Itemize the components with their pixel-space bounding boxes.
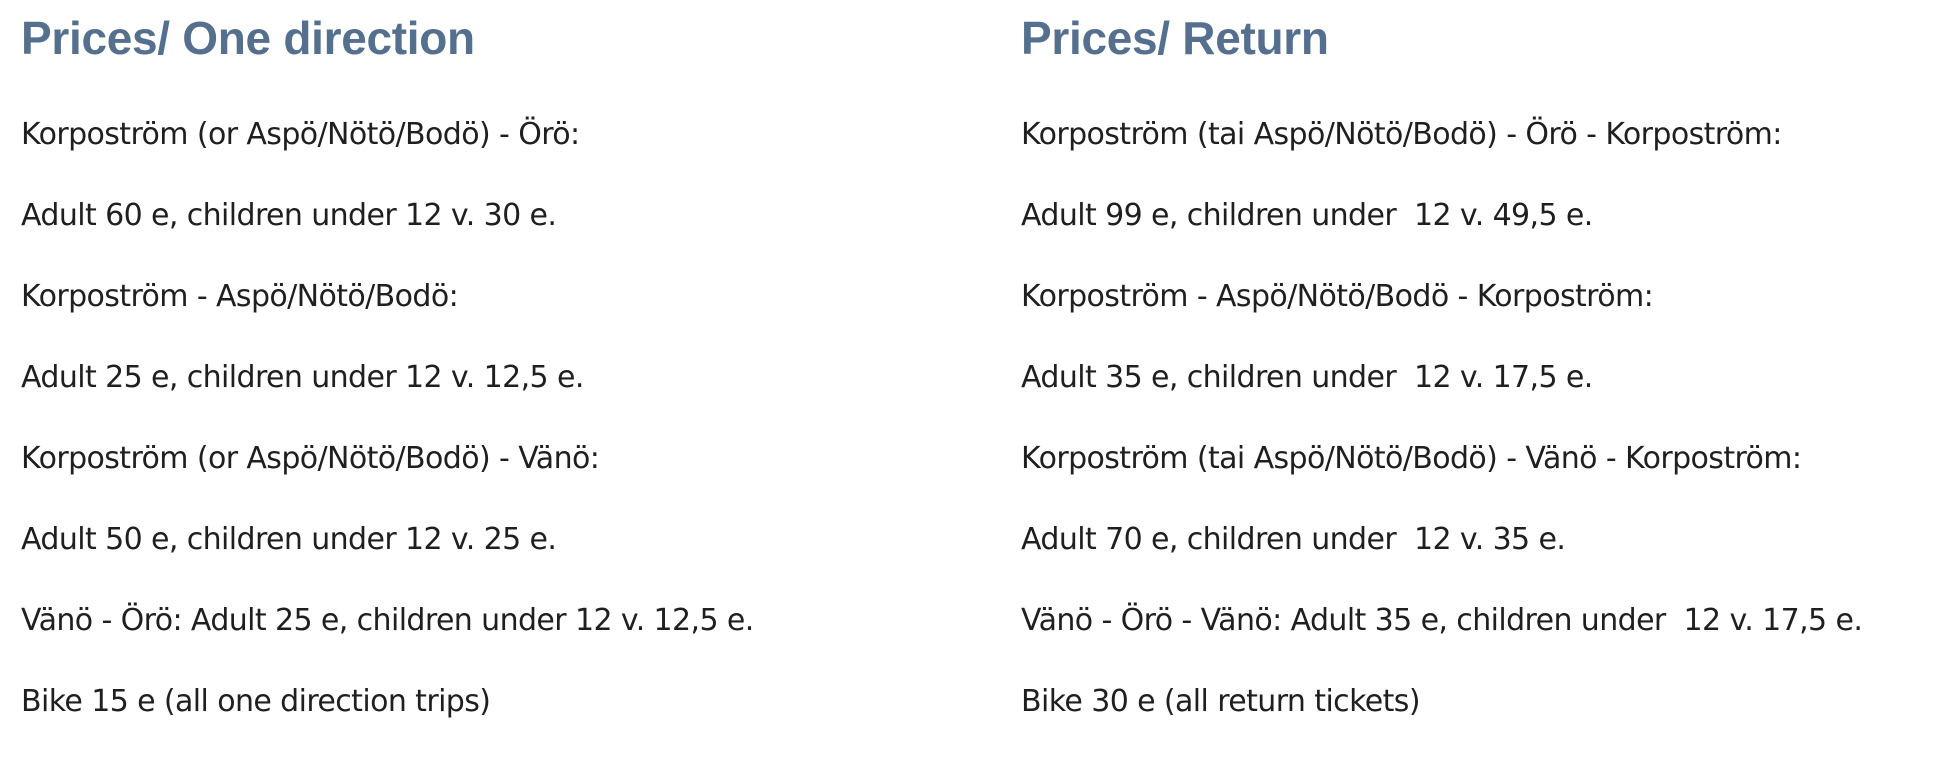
price-korpostrom-oro-return: Adult 99 e, children under 12 v. 49,5 e. [1021, 198, 1593, 233]
price-korpostrom-oro: Adult 60 e, children under 12 v. 30 e. [21, 198, 557, 233]
route-korpostrom-oro-return: Korpoström (tai Aspö/Nötö/Bodö) - Örö - … [1021, 117, 1782, 152]
route-price-vano-oro: Vänö - Örö: Adult 25 e, children under 1… [21, 603, 754, 638]
route-korpostrom-aspo-return: Korpoström - Aspö/Nötö/Bodö - Korpoström… [1021, 279, 1654, 314]
bike-price-return: Bike 30 e (all return tickets) [1021, 684, 1421, 719]
price-korpostrom-aspo-return: Adult 35 e, children under 12 v. 17,5 e. [1021, 360, 1593, 395]
route-korpostrom-vano: Korpoström (or Aspö/Nötö/Bodö) - Vänö: [21, 441, 600, 476]
price-korpostrom-vano: Adult 50 e, children under 12 v. 25 e. [21, 522, 557, 557]
price-korpostrom-aspo: Adult 25 e, children under 12 v. 12,5 e. [21, 360, 584, 395]
route-korpostrom-oro: Korpoström (or Aspö/Nötö/Bodö) - Örö: [21, 117, 580, 152]
route-korpostrom-aspo: Korpoström - Aspö/Nötö/Bodö: [21, 279, 459, 314]
route-price-vano-oro-return: Vänö - Örö - Vänö: Adult 35 e, children … [1021, 603, 1863, 638]
bike-price-one-direction: Bike 15 e (all one direction trips) [21, 684, 491, 719]
route-korpostrom-vano-return: Korpoström (tai Aspö/Nötö/Bodö) - Vänö -… [1021, 441, 1802, 476]
return-heading: Prices/ Return [1021, 12, 1329, 64]
one-direction-heading: Prices/ One direction [21, 12, 475, 64]
price-korpostrom-vano-return: Adult 70 e, children under 12 v. 35 e. [1021, 522, 1566, 557]
